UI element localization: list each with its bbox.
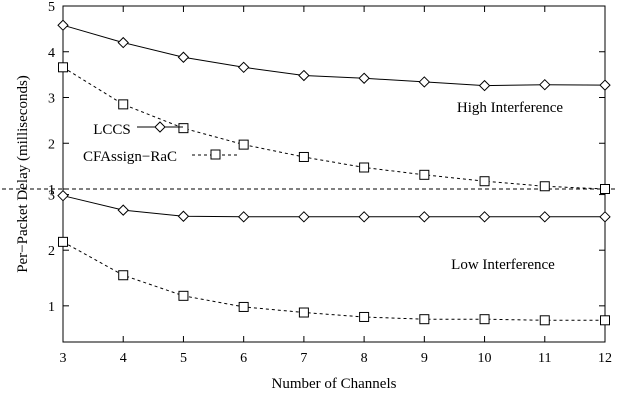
plot-frame: [62, 5, 606, 343]
data-point-square: [58, 236, 68, 247]
data-point-square: [539, 181, 550, 192]
x-tick-label: 5: [180, 351, 187, 366]
data-point-square: [58, 62, 68, 73]
x-tick-label: 7: [300, 351, 307, 366]
data-point-square: [118, 270, 129, 281]
data-point-square: [419, 314, 430, 325]
y-tick-label: 3: [48, 92, 55, 107]
data-point-square: [118, 99, 129, 110]
data-point-square: [600, 184, 610, 194]
x-tick-label: 12: [598, 351, 612, 366]
data-point-square: [238, 301, 249, 312]
series-line-panel1-s1: [62, 241, 605, 321]
data-point-square: [539, 315, 550, 326]
y-tick-label: 2: [48, 137, 55, 152]
data-point-diamond: [418, 211, 431, 223]
data-point-square: [359, 162, 370, 173]
data-point-diamond: [478, 211, 491, 223]
legend-marker-cfassign: [210, 149, 221, 160]
data-point-square: [600, 315, 610, 326]
y-tick-label: 3: [48, 189, 55, 204]
data-point-square: [178, 290, 189, 301]
x-tick-label: 3: [60, 351, 67, 366]
bottom-panel-annotation: Low Interference: [451, 257, 555, 273]
data-point-diamond: [599, 79, 611, 91]
x-axis-label: Number of Channels: [272, 376, 397, 392]
data-point-diamond: [358, 72, 370, 84]
data-point-square: [359, 311, 370, 322]
series-line-panel0-s0: [62, 24, 606, 87]
legend-label-lccs: LCCS: [93, 122, 131, 138]
data-point-diamond: [57, 189, 69, 202]
data-point-diamond: [117, 204, 129, 216]
data-point-square: [479, 176, 490, 187]
data-point-diamond: [539, 211, 551, 223]
data-point-square: [238, 139, 249, 150]
data-point-square: [419, 169, 430, 180]
data-point-diamond: [298, 211, 310, 223]
x-tick-label: 8: [361, 351, 368, 366]
data-point-diamond: [117, 36, 129, 49]
data-point-diamond: [599, 211, 611, 223]
legend-label-cfassign: CFAssign−RaC: [83, 149, 177, 165]
x-tick-label: 9: [421, 351, 428, 366]
data-point-diamond: [177, 51, 190, 63]
data-point-diamond: [358, 211, 370, 223]
y-tick-label: 2: [48, 244, 55, 259]
data-point-diamond: [298, 69, 310, 82]
y-tick-label: 5: [48, 0, 55, 15]
data-point-diamond: [478, 79, 491, 92]
data-point-diamond: [418, 76, 431, 88]
x-tick-label: 6: [240, 351, 247, 366]
data-point-diamond: [177, 210, 190, 222]
x-tick-label: 11: [538, 351, 551, 366]
series-line-panel1-s0: [62, 195, 605, 218]
data-point-diamond: [237, 61, 250, 74]
data-point-diamond: [237, 211, 250, 223]
legend-marker-lccs: [154, 121, 166, 133]
data-point-diamond: [57, 19, 69, 31]
series-line-panel0-s1: [62, 66, 606, 190]
data-point-square: [178, 123, 189, 134]
top-panel-annotation: High Interference: [457, 100, 564, 116]
data-point-square: [298, 307, 309, 318]
y-tick-label: 1: [48, 183, 55, 198]
data-point-square: [298, 151, 309, 162]
data-point-square: [479, 314, 490, 325]
y-tick-label: 4: [48, 46, 55, 61]
x-tick-label: 10: [478, 351, 492, 366]
y-tick-label: 1: [48, 300, 55, 315]
data-point-diamond: [539, 78, 551, 91]
y-axis-label: Per−Packet Delay (milliseconds): [15, 75, 31, 273]
x-tick-label: 4: [120, 351, 127, 366]
